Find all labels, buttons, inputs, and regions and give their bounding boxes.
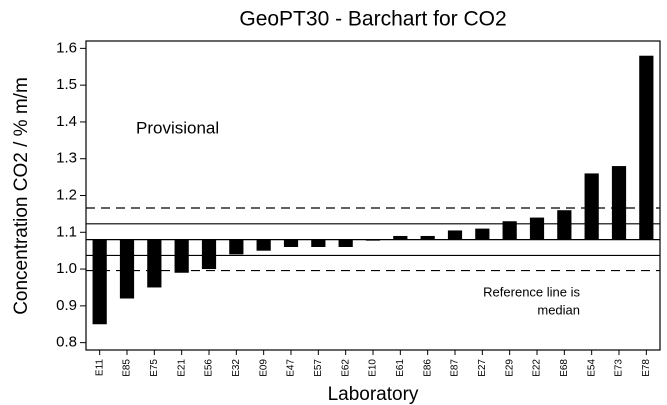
bar <box>201 239 217 270</box>
x-tick-label: E68 <box>559 359 570 377</box>
bar <box>584 173 599 240</box>
bar <box>92 239 107 325</box>
bar <box>365 239 381 241</box>
x-tick-label: E10 <box>368 359 379 377</box>
x-tick-label: E54 <box>586 359 597 377</box>
x-tick-label: E57 <box>313 359 324 377</box>
x-tick-label: E32 <box>231 359 242 377</box>
bar <box>119 239 135 299</box>
y-tick-label: 1.2 <box>56 186 77 203</box>
note: Reference line is <box>483 284 580 299</box>
x-tick-label: E86 <box>422 359 433 377</box>
x-tick-label: E29 <box>504 359 515 377</box>
bar <box>557 210 572 240</box>
y-tick-label: 1.1 <box>56 223 77 240</box>
bar <box>174 239 189 273</box>
bar <box>393 235 408 240</box>
x-tick-label: E62 <box>340 359 351 377</box>
x-tick-label: E61 <box>395 359 406 377</box>
x-tick-label: E22 <box>532 359 543 377</box>
bar <box>639 55 654 240</box>
bar <box>283 239 299 247</box>
y-tick-label: 1.0 <box>56 260 77 277</box>
bar <box>447 230 463 240</box>
bar <box>311 239 326 247</box>
x-tick-label: E56 <box>204 359 215 377</box>
x-tick-label: E85 <box>122 359 133 377</box>
bar <box>147 239 162 288</box>
y-tick-label: 1.4 <box>56 113 77 130</box>
x-tick-label: E11 <box>94 359 105 376</box>
annotation: Provisional <box>136 118 219 137</box>
bar <box>502 221 517 240</box>
x-tick-label: E87 <box>450 359 461 377</box>
y-tick-label: 0.9 <box>56 297 77 314</box>
x-tick-label: E47 <box>286 359 297 377</box>
bar <box>611 166 627 240</box>
y-axis-label: Concentration CO2 / % m/m <box>11 77 32 315</box>
bar <box>338 239 353 247</box>
note: median <box>537 302 580 317</box>
y-tick-label: 1.6 <box>56 39 77 56</box>
x-tick-label: E75 <box>149 359 160 377</box>
bar <box>256 239 271 251</box>
y-tick-label: 1.3 <box>56 150 77 167</box>
x-tick-label: E78 <box>641 359 652 377</box>
x-tick-label: E09 <box>258 359 269 377</box>
bar <box>229 239 244 255</box>
bar <box>420 235 435 240</box>
chart-title: GeoPT30 - Barchart for CO2 <box>239 8 506 31</box>
x-tick-label: E27 <box>477 359 488 377</box>
y-tick-label: 1.5 <box>56 76 77 93</box>
y-tick-label: 0.8 <box>56 334 77 351</box>
bar <box>529 217 545 240</box>
x-tick-label: E73 <box>614 359 625 377</box>
bar <box>475 228 490 240</box>
x-tick-label: E21 <box>176 359 187 377</box>
x-axis-label: Laboratory <box>328 384 419 405</box>
